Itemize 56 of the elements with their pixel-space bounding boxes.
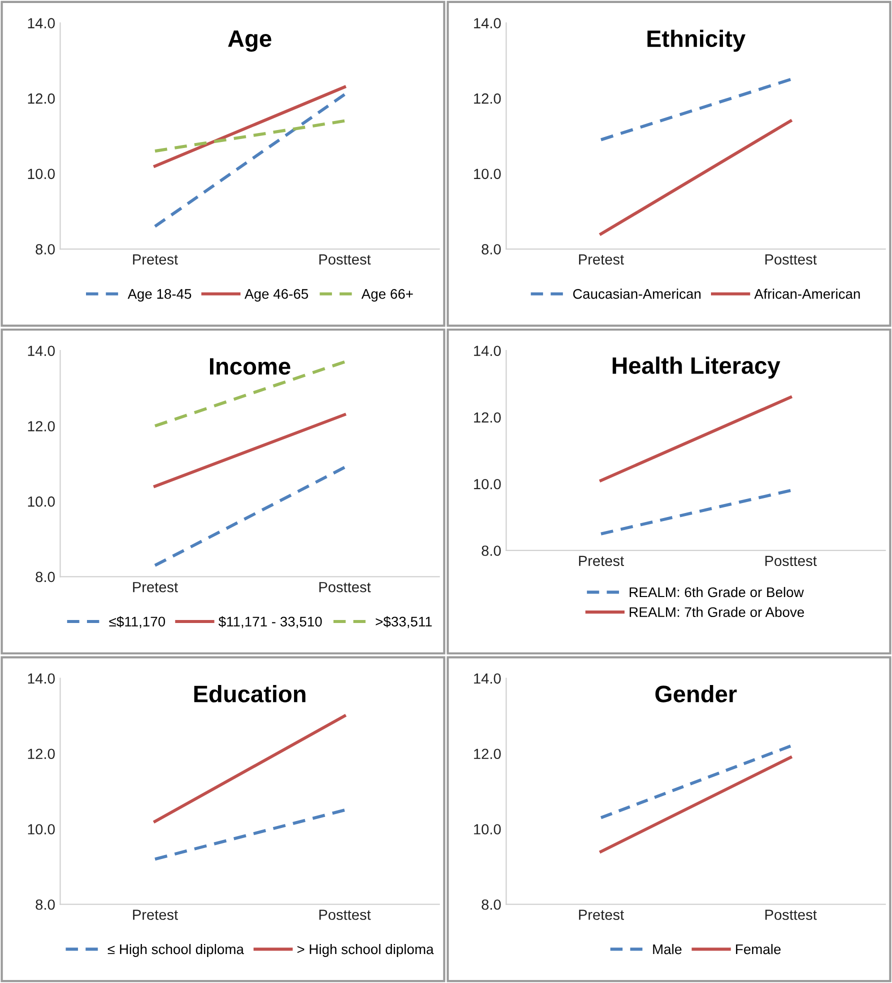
legend-label: Age 18-45 xyxy=(128,289,192,302)
legend-label: Caucasian-American xyxy=(573,288,701,299)
y-tick-label: 12.0 xyxy=(474,748,501,760)
x-tick-label: Posttest xyxy=(319,254,371,265)
chart-title: Ethnicity xyxy=(647,30,746,52)
legend-label: ≤ High school diploma xyxy=(108,944,244,957)
y-tick-label: 8.0 xyxy=(36,244,55,254)
y-tick-label: 12.0 xyxy=(28,93,55,104)
y-tick-label: 8.0 xyxy=(482,899,501,910)
x-tick-label: Pretest xyxy=(133,254,178,265)
x-tick-label: Posttest xyxy=(765,910,817,920)
legend-label: > High school diploma xyxy=(297,944,434,957)
x-tick-label: Posttest xyxy=(765,254,817,265)
x-tick-label: Pretest xyxy=(579,910,624,920)
y-tick-label: 10.0 xyxy=(474,824,501,834)
legend-label: $11,171 - 33,510 xyxy=(218,616,322,628)
legend-label: Male xyxy=(653,944,682,954)
y-tick-label: 14.0 xyxy=(474,673,501,684)
y-tick-label: 8.0 xyxy=(482,546,501,556)
x-tick-label: Pretest xyxy=(133,910,178,920)
chart-title: Education xyxy=(194,685,306,702)
y-tick-label: 8.0 xyxy=(482,244,501,254)
legend-label: Age 46-65 xyxy=(244,289,308,302)
chart-title: Income xyxy=(210,358,290,375)
y-tick-label: 12.0 xyxy=(474,93,501,104)
y-tick-label: 14.0 xyxy=(28,18,55,28)
y-tick-label: 10.0 xyxy=(474,478,501,490)
legend-label: Female xyxy=(736,944,781,954)
y-tick-label: 10.0 xyxy=(28,496,55,507)
y-tick-label: 14.0 xyxy=(28,346,55,356)
y-tick-label: 12.0 xyxy=(28,748,55,760)
y-tick-label: 12.0 xyxy=(28,421,55,432)
chart-title: Gender xyxy=(655,685,737,702)
y-tick-label: 10.0 xyxy=(474,168,501,180)
y-tick-label: 14.0 xyxy=(474,346,501,356)
x-tick-label: Posttest xyxy=(765,556,817,566)
y-tick-label: 8.0 xyxy=(36,899,55,910)
chart-title: Health Literacy xyxy=(612,356,780,379)
legend-label: REALM: 6th Grade or Below xyxy=(630,586,804,598)
x-tick-label: Pretest xyxy=(579,254,624,265)
y-tick-label: 14.0 xyxy=(474,18,501,28)
y-tick-label: 12.0 xyxy=(474,412,501,423)
chart-title: Age xyxy=(228,30,272,52)
legend-label: >$33,511 xyxy=(376,616,432,628)
legend-label: Age 66+ xyxy=(361,289,413,302)
legend-label: REALM: 7th Grade or Above xyxy=(630,606,804,618)
x-tick-label: Pretest xyxy=(579,556,624,566)
legend-label: African-American xyxy=(754,288,860,299)
y-tick-label: 10.0 xyxy=(28,824,55,834)
y-tick-label: 10.0 xyxy=(28,168,55,180)
y-tick-label: 14.0 xyxy=(28,673,55,684)
x-tick-label: Pretest xyxy=(133,582,178,592)
legend-label: ≤$11,170 xyxy=(109,616,166,628)
y-tick-label: 8.0 xyxy=(36,572,55,582)
x-tick-label: Posttest xyxy=(319,582,371,592)
x-tick-label: Posttest xyxy=(319,910,371,920)
